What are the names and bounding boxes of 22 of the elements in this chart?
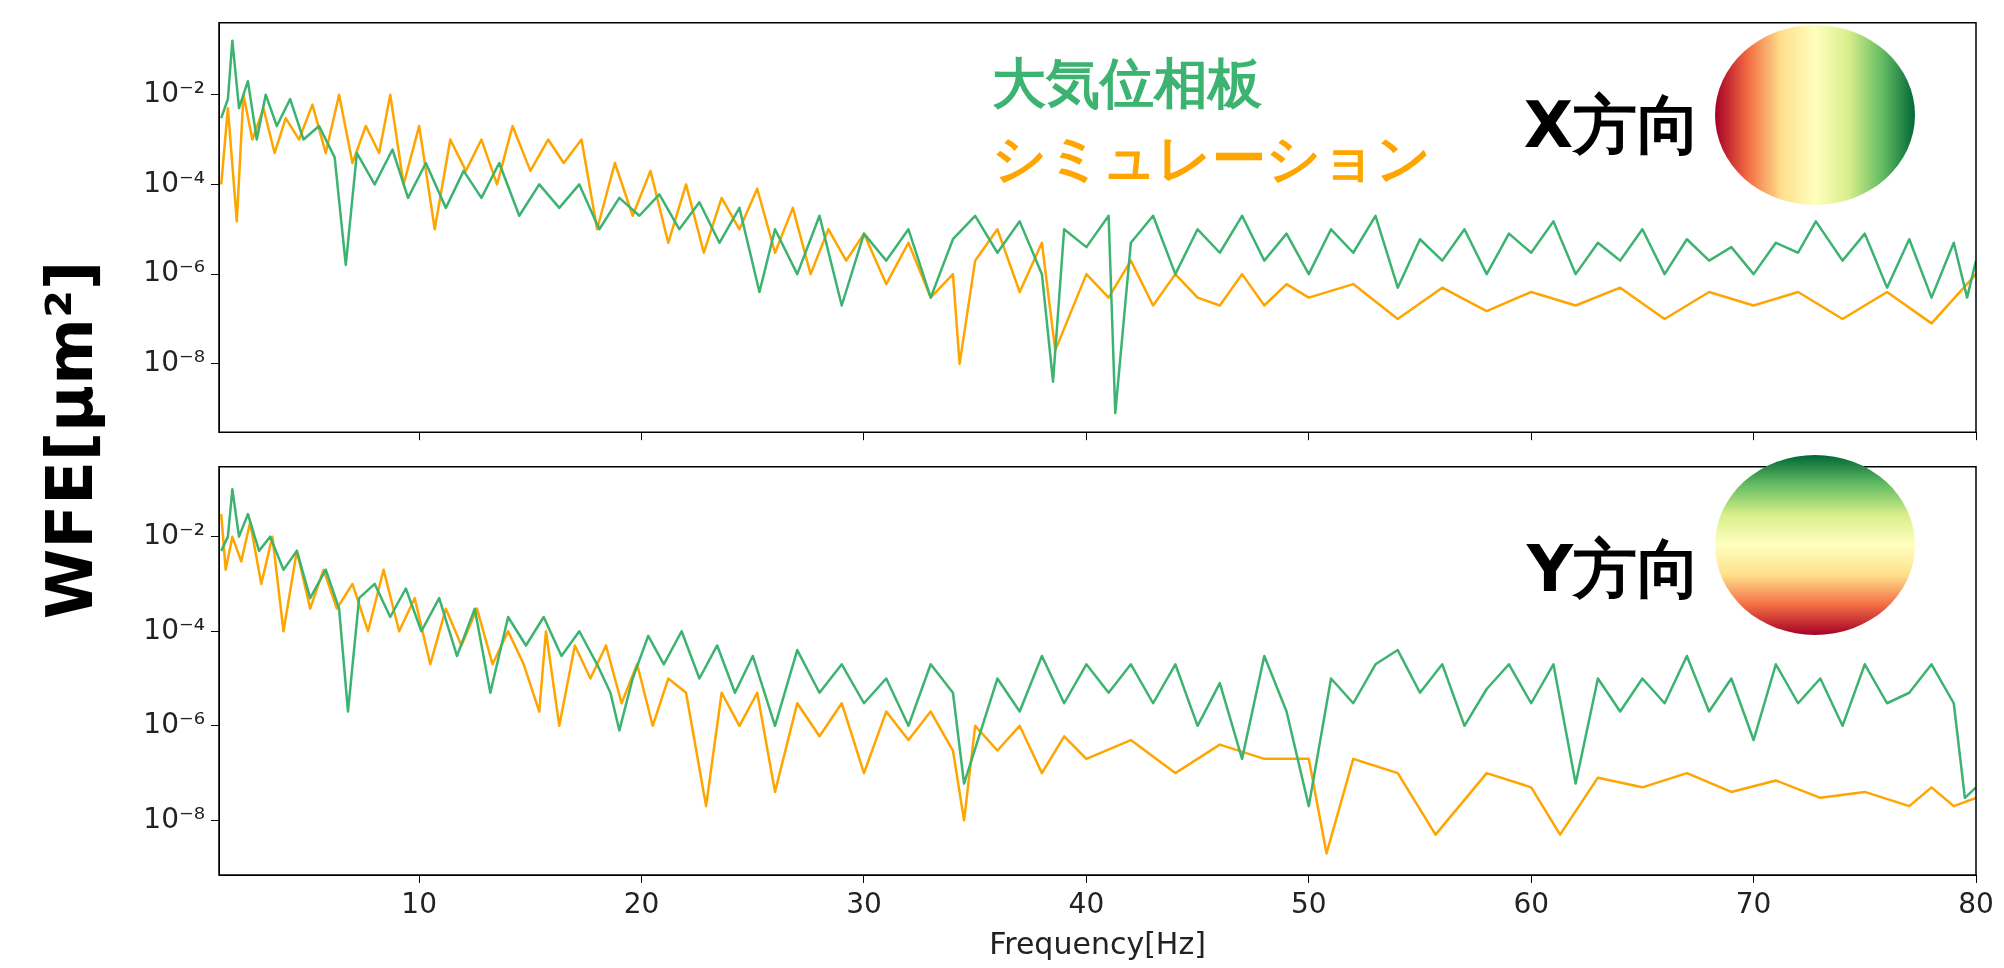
x-tick-label: 60 bbox=[1513, 887, 1550, 921]
x-tick-label: 80 bbox=[1958, 887, 1994, 921]
x-tick-label: 10 bbox=[401, 887, 437, 921]
series-label: シミュレーション bbox=[992, 126, 1432, 190]
x-axis-title: Frequency[Hz] bbox=[989, 925, 1206, 961]
x-tick-label: 70 bbox=[1735, 887, 1772, 921]
y-tick-label: 10⁻⁶ bbox=[143, 707, 205, 741]
x-tick-label: 20 bbox=[623, 887, 660, 921]
series-label: 大気位相板 bbox=[992, 51, 1264, 115]
y-tick-label: 10⁻⁴ bbox=[143, 612, 205, 646]
x-tick-label: 40 bbox=[1068, 887, 1105, 921]
x-tick-label: 50 bbox=[1290, 887, 1327, 921]
y-tick-label: 10⁻⁸ bbox=[143, 345, 205, 379]
y-tick-label: 10⁻⁴ bbox=[143, 165, 205, 199]
y-tick-label: 10⁻² bbox=[143, 517, 205, 551]
y-tick-label: 10⁻⁸ bbox=[143, 801, 205, 835]
y-tick-label: 10⁻² bbox=[143, 75, 205, 109]
annotation: X方向 bbox=[1523, 88, 1701, 163]
y-tick-label: 10⁻⁶ bbox=[143, 255, 205, 289]
y-axis-title: WFE[μm²] bbox=[33, 260, 107, 620]
x-tick-label: 30 bbox=[846, 887, 882, 921]
annotation: Y方向 bbox=[1525, 532, 1701, 607]
